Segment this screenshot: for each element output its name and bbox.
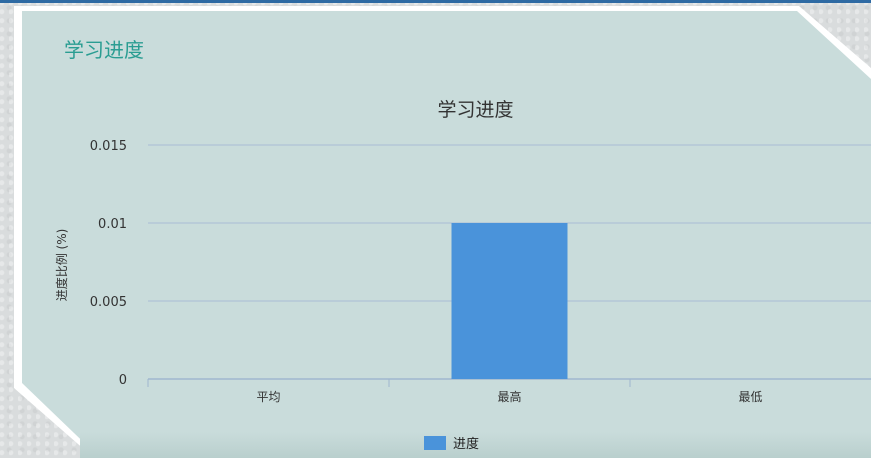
progress-panel [22, 11, 871, 458]
legend-swatch [424, 436, 446, 450]
x-tick-label: 最低 [738, 390, 762, 404]
y-tick-label: 0.005 [90, 295, 127, 310]
top-border [0, 0, 871, 3]
panel-bottom-strip [80, 432, 871, 458]
y-tick-label: 0 [119, 373, 127, 388]
y-axis-label: 进度比例 (%) [54, 229, 69, 302]
y-tick-label: 0.01 [98, 217, 127, 232]
chart-title: 学习进度 [437, 99, 514, 121]
x-tick-label: 最高 [497, 389, 521, 404]
legend-label: 进度 [453, 436, 479, 452]
x-tick-label: 平均 [256, 390, 280, 404]
panel-title: 学习进度 [64, 38, 144, 62]
bar [451, 223, 568, 379]
y-tick-label: 0.015 [90, 139, 127, 154]
